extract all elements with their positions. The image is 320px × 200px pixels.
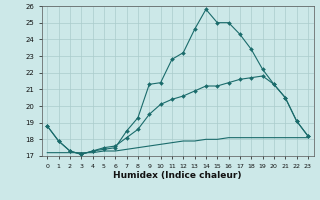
X-axis label: Humidex (Indice chaleur): Humidex (Indice chaleur) bbox=[113, 171, 242, 180]
